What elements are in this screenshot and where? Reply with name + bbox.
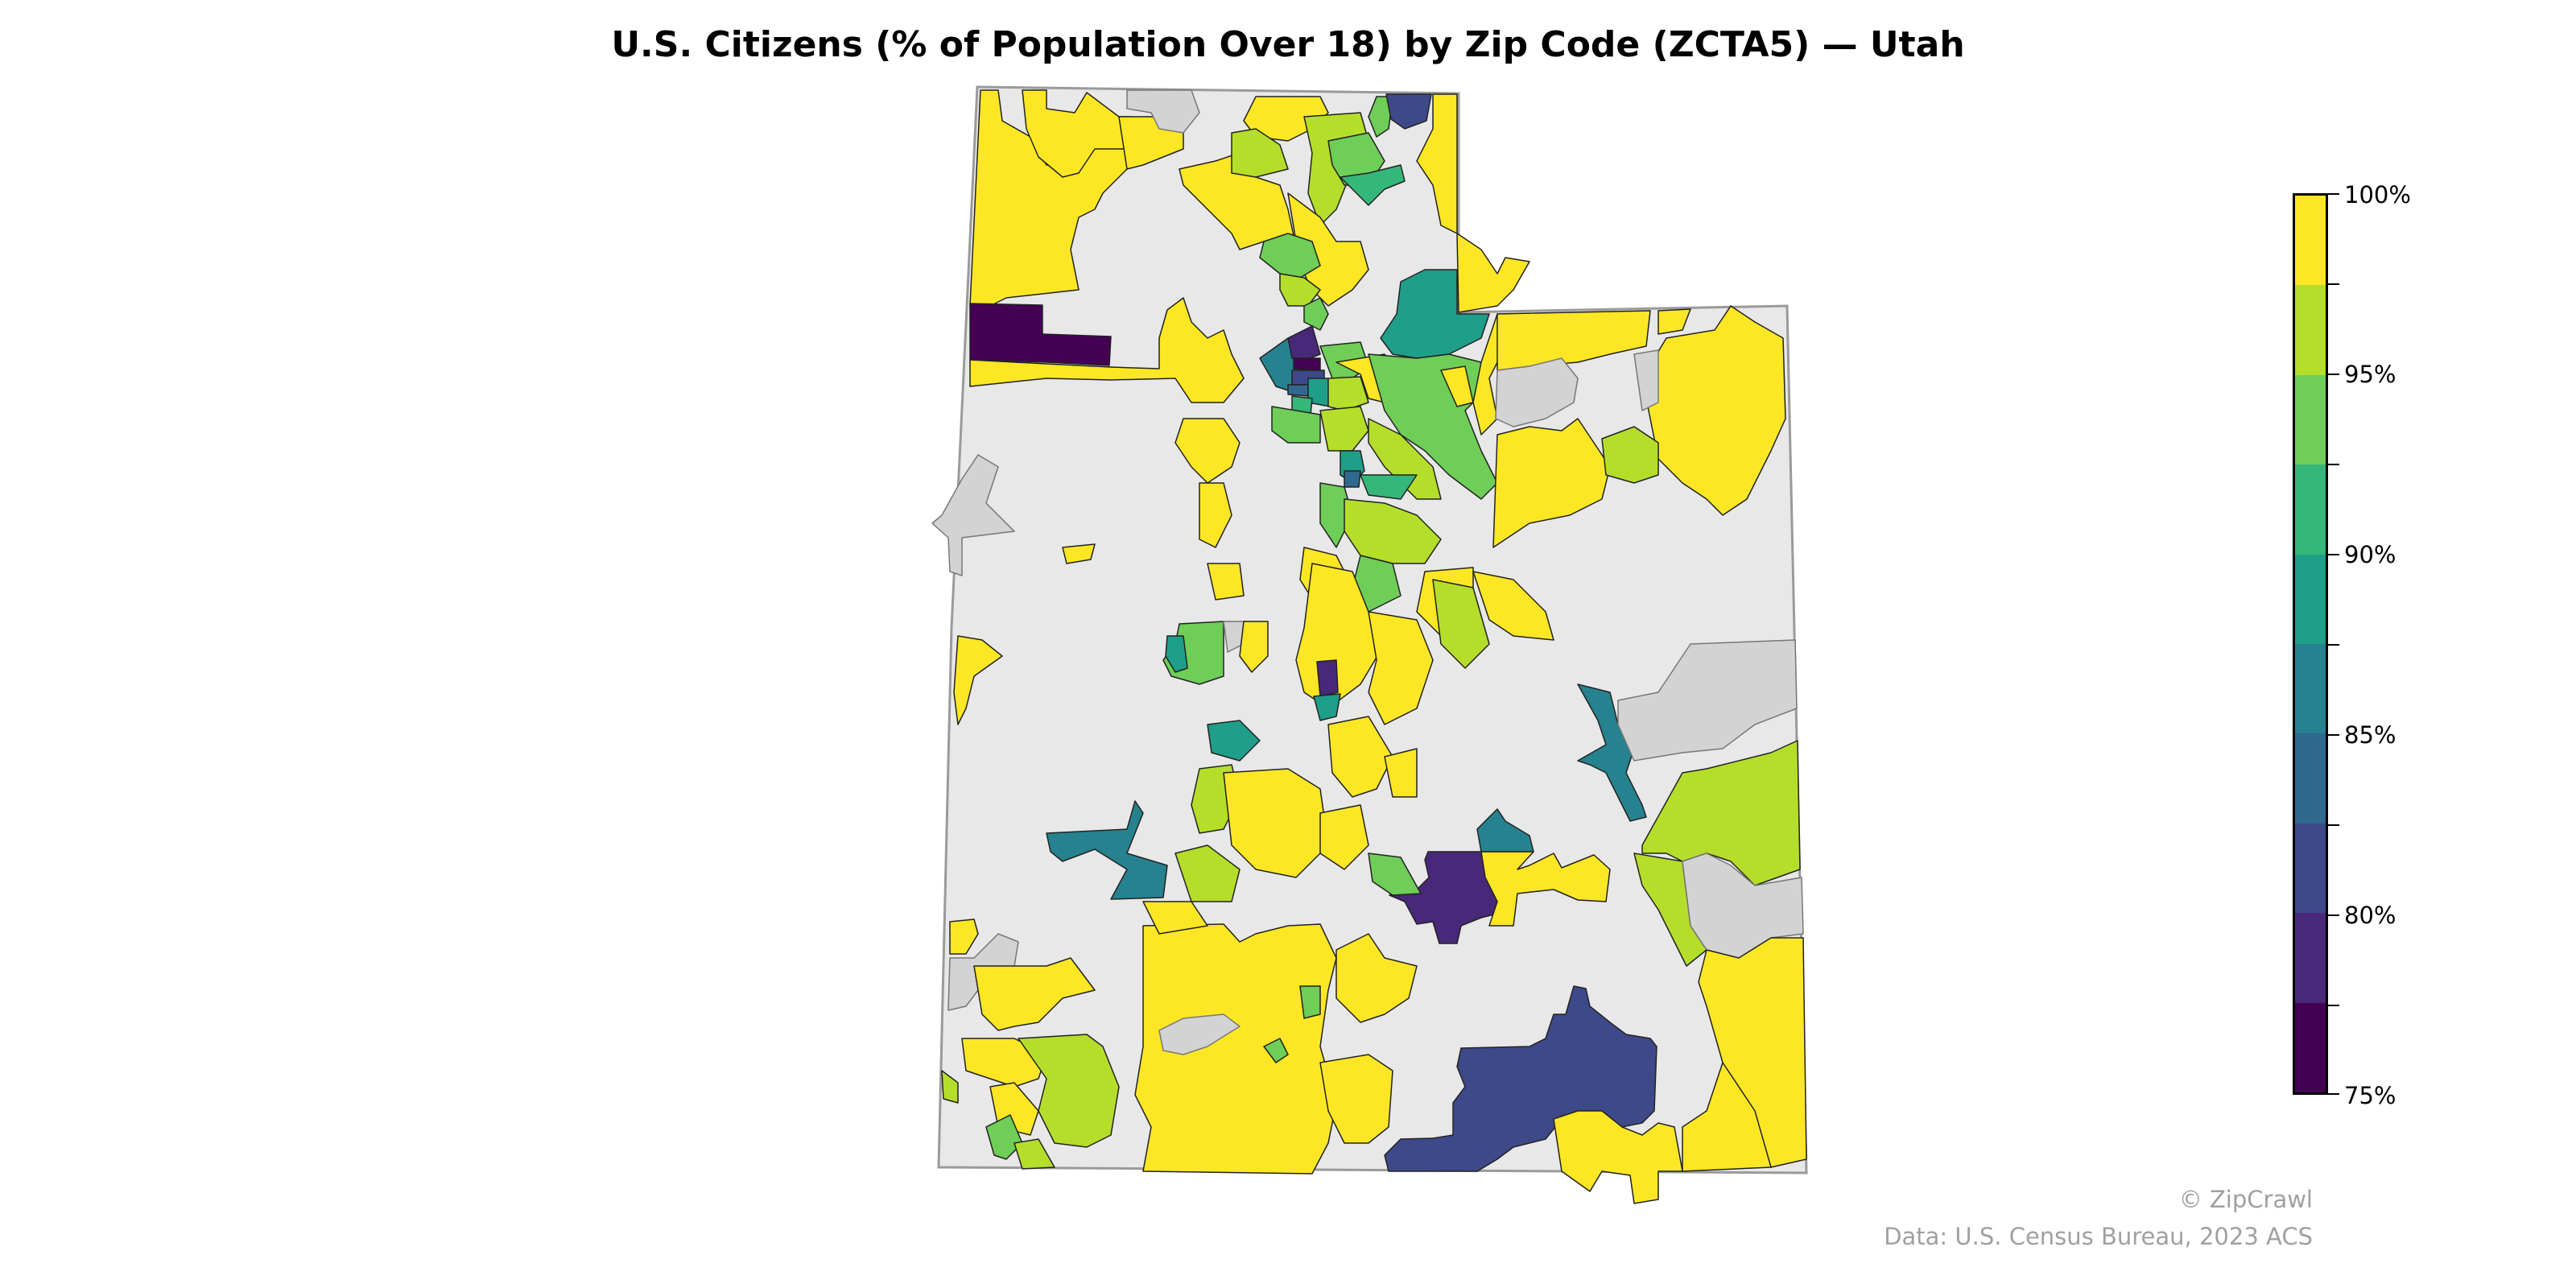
zcta-region xyxy=(1682,1062,1772,1172)
zcta-region xyxy=(1165,635,1188,673)
zcta-region xyxy=(1287,325,1321,361)
zcta-region xyxy=(1299,985,1321,1019)
colorbar-tick xyxy=(2328,554,2339,555)
colorbar-bin xyxy=(2295,285,2326,375)
no-data-region xyxy=(1126,89,1200,134)
colorbar-tick xyxy=(2328,914,2339,916)
zcta-region xyxy=(949,919,979,955)
zcta-region xyxy=(1368,852,1422,896)
zcta-region xyxy=(1271,406,1321,444)
colorbar-label: 95% xyxy=(2344,361,2396,388)
zcta-region xyxy=(1018,1034,1120,1148)
zcta-region xyxy=(1239,621,1269,673)
zcta-region xyxy=(1480,851,1611,927)
zcta-region xyxy=(985,1114,1023,1160)
zcta-region xyxy=(953,635,1003,725)
colorbar-bin xyxy=(2295,374,2326,465)
zcta-region xyxy=(1368,611,1434,725)
no-data-region xyxy=(1633,349,1659,411)
colorbar-label: 100% xyxy=(2344,181,2411,208)
zcta-region xyxy=(1657,308,1691,335)
colorbar-bin xyxy=(2295,554,2326,644)
zcta-region xyxy=(1134,923,1337,1174)
colorbar-label: 90% xyxy=(2344,541,2396,568)
zcta-region xyxy=(969,297,1245,403)
colorbar-tick xyxy=(2328,734,2339,736)
zcta-region xyxy=(1263,1038,1289,1063)
zcta-region xyxy=(941,1070,959,1104)
zcta-region xyxy=(1385,93,1432,130)
zcta-region xyxy=(1316,659,1339,697)
colorbar-bin xyxy=(2295,913,2326,1003)
zcta-region xyxy=(1313,693,1341,721)
colorbar-bin xyxy=(2295,643,2326,734)
colorbar-minor-tick xyxy=(2328,283,2339,285)
zcta-region xyxy=(1641,305,1786,516)
zcta-region xyxy=(1259,233,1321,279)
no-data-region xyxy=(1682,852,1804,959)
colorbar-label: 80% xyxy=(2344,902,2396,929)
colorbar-label: 75% xyxy=(2344,1082,2396,1109)
colorbar-bin xyxy=(2295,1002,2326,1092)
zcta-region xyxy=(1142,901,1208,935)
credit-text: © ZipCrawl xyxy=(2178,1186,2313,1213)
zcta-region xyxy=(1287,384,1309,397)
zcta-region xyxy=(1344,470,1361,488)
colorbar-label: 85% xyxy=(2344,721,2396,749)
no-data-region xyxy=(931,454,1015,576)
colorbar-tick xyxy=(2328,193,2339,195)
zcta-region xyxy=(1380,269,1490,359)
zcta-region xyxy=(1456,233,1530,313)
zcta-region xyxy=(1335,933,1418,1023)
zcta-region xyxy=(1472,571,1554,641)
zcta-region xyxy=(1327,716,1393,798)
zcta-region xyxy=(1303,297,1329,331)
zcta-region xyxy=(1384,748,1418,798)
chart-title: U.S. Citizens (% of Population Over 18) … xyxy=(611,24,1965,65)
zcta-region xyxy=(1360,474,1418,500)
zcta-region xyxy=(1476,808,1534,852)
zcta-region xyxy=(1368,418,1442,500)
zcta-region xyxy=(1013,1138,1055,1170)
zcta-region xyxy=(1416,93,1458,234)
zcta-region xyxy=(1553,1110,1683,1204)
no-data-region xyxy=(1495,357,1579,427)
colorbar-minor-tick xyxy=(2328,464,2339,465)
zcta-region xyxy=(1340,164,1406,206)
colorbar-minor-tick xyxy=(2328,644,2339,646)
zcta-region xyxy=(1432,579,1490,669)
zcta-region xyxy=(1207,563,1245,601)
zcta-region xyxy=(1319,406,1369,452)
zcta-region xyxy=(1174,844,1241,902)
colorbar-tick xyxy=(2328,374,2339,375)
zcta-region xyxy=(1231,128,1289,178)
zcta-region xyxy=(1223,768,1329,878)
source-text: Data: U.S. Census Bureau, 2023 ACS xyxy=(1884,1223,2313,1250)
zcta-region xyxy=(1046,800,1168,900)
zcta-region xyxy=(1287,192,1369,307)
zcta-region xyxy=(1319,804,1369,870)
zcta-region xyxy=(1207,720,1261,762)
colorbar-minor-tick xyxy=(2328,1005,2339,1006)
zcta-region xyxy=(1319,1054,1393,1144)
zcta-region xyxy=(1641,740,1801,886)
zcta-region xyxy=(1199,482,1232,548)
zcta-region xyxy=(1344,498,1442,564)
colorbar-bin xyxy=(2295,464,2326,555)
zcta-region xyxy=(1601,426,1659,484)
zcta-region xyxy=(1293,357,1321,371)
no-data-region xyxy=(1617,639,1798,762)
colorbar-bin xyxy=(2295,823,2326,914)
colorbar-tick xyxy=(2328,1093,2339,1095)
colorbar-bin xyxy=(2295,733,2326,824)
colorbar xyxy=(2293,193,2328,1095)
zcta-region xyxy=(973,957,1096,1031)
colorbar-bin xyxy=(2295,195,2326,286)
colorbar-minor-tick xyxy=(2328,824,2339,826)
zcta-region xyxy=(1384,985,1657,1172)
zcta-region xyxy=(1062,543,1096,564)
zcta-region xyxy=(1174,418,1241,484)
no-data-region xyxy=(1158,1013,1241,1055)
